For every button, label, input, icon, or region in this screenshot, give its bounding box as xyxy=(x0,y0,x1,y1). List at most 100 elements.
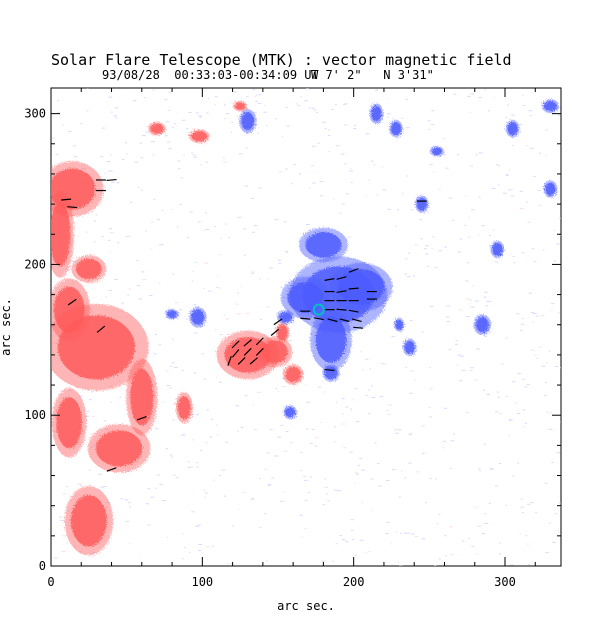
noise-speck xyxy=(544,129,549,131)
field-vector xyxy=(237,356,246,365)
noise-speck xyxy=(237,430,239,432)
noise-speck xyxy=(203,489,206,491)
noise-speck xyxy=(369,368,372,370)
noise-speck xyxy=(521,512,524,514)
noise-speck xyxy=(214,104,216,106)
field-vector xyxy=(243,347,252,356)
noise-speck xyxy=(80,123,83,125)
noise-speck xyxy=(165,448,169,450)
noise-speck xyxy=(453,93,457,95)
noise-speck xyxy=(95,214,98,216)
noise-speck xyxy=(299,173,302,175)
noise-speck xyxy=(530,311,534,313)
noise-speck xyxy=(230,563,234,565)
noise-speck xyxy=(94,241,97,243)
noise-speck xyxy=(154,334,157,336)
noise-speck xyxy=(525,535,528,537)
noise-speck xyxy=(528,110,533,112)
noise-speck xyxy=(100,155,104,157)
noise-speck xyxy=(195,112,199,114)
noise-speck xyxy=(533,176,536,178)
noise-speck xyxy=(353,128,357,130)
noise-speck xyxy=(527,543,529,545)
noise-speck xyxy=(317,142,320,144)
noise-speck xyxy=(333,441,336,443)
noise-speck xyxy=(91,415,95,417)
noise-speck xyxy=(488,502,491,504)
noise-speck xyxy=(395,225,397,227)
noise-speck xyxy=(219,333,223,335)
noise-speck xyxy=(129,543,131,545)
noise-speck xyxy=(139,142,143,144)
noise-speck xyxy=(192,154,197,156)
noise-speck xyxy=(328,134,331,136)
noise-speck xyxy=(367,413,371,415)
noise-speck xyxy=(138,298,143,300)
noise-speck xyxy=(108,289,112,291)
noise-speck xyxy=(205,112,209,114)
noise-speck xyxy=(194,332,198,334)
noise-speck xyxy=(305,88,310,90)
noise-speck xyxy=(474,300,479,302)
noise-speck xyxy=(519,190,523,192)
noise-speck xyxy=(526,145,528,147)
noise-speck xyxy=(196,414,199,416)
noise-speck xyxy=(374,442,377,444)
noise-speck xyxy=(110,170,113,172)
noise-speck xyxy=(427,265,429,267)
noise-speck xyxy=(150,496,155,498)
noise-speck xyxy=(548,522,551,524)
field-vector xyxy=(231,349,240,358)
noise-speck xyxy=(201,353,205,355)
noise-speck xyxy=(391,543,393,545)
noise-speck xyxy=(168,387,173,389)
noise-speck xyxy=(406,532,410,534)
noise-speck xyxy=(508,169,511,171)
noise-speck xyxy=(541,365,546,367)
noise-speck xyxy=(285,168,288,170)
noise-speck xyxy=(239,508,241,510)
noise-speck xyxy=(171,338,174,340)
noise-speck xyxy=(299,514,304,516)
noise-speck xyxy=(327,500,330,502)
noise-speck xyxy=(166,536,168,538)
small-neg xyxy=(241,112,255,131)
noise-speck xyxy=(204,212,207,214)
noise-speck xyxy=(423,248,427,250)
noise-speck xyxy=(371,509,373,511)
noise-speck xyxy=(522,426,524,428)
noise-speck xyxy=(355,421,360,423)
noise-speck xyxy=(285,106,288,108)
noise-speck xyxy=(280,286,283,288)
noise-speck xyxy=(446,305,451,307)
noise-speck xyxy=(191,152,193,154)
noise-speck xyxy=(548,350,551,352)
noise-speck xyxy=(515,402,518,404)
noise-speck xyxy=(343,447,347,449)
noise-speck xyxy=(322,380,324,382)
noise-speck xyxy=(255,100,259,102)
noise-speck xyxy=(522,95,524,97)
noise-speck xyxy=(141,271,145,273)
noise-speck xyxy=(474,379,477,381)
small-neg xyxy=(166,310,178,319)
noise-speck xyxy=(227,237,231,239)
noise-speck xyxy=(404,273,408,275)
noise-speck xyxy=(98,473,102,475)
noise-speck xyxy=(300,470,302,472)
spot-pos xyxy=(262,340,288,364)
noise-speck xyxy=(197,524,201,526)
noise-speck xyxy=(147,488,151,490)
field-vector xyxy=(255,347,264,356)
noise-speck xyxy=(506,396,509,398)
noise-speck xyxy=(199,450,202,452)
noise-speck xyxy=(216,434,219,436)
noise-speck xyxy=(121,158,125,160)
noise-speck xyxy=(489,234,491,236)
noise-speck xyxy=(295,103,298,105)
noise-speck xyxy=(102,186,106,188)
noise-speck xyxy=(238,153,243,155)
noise-speck xyxy=(198,544,203,546)
noise-speck xyxy=(365,133,370,135)
